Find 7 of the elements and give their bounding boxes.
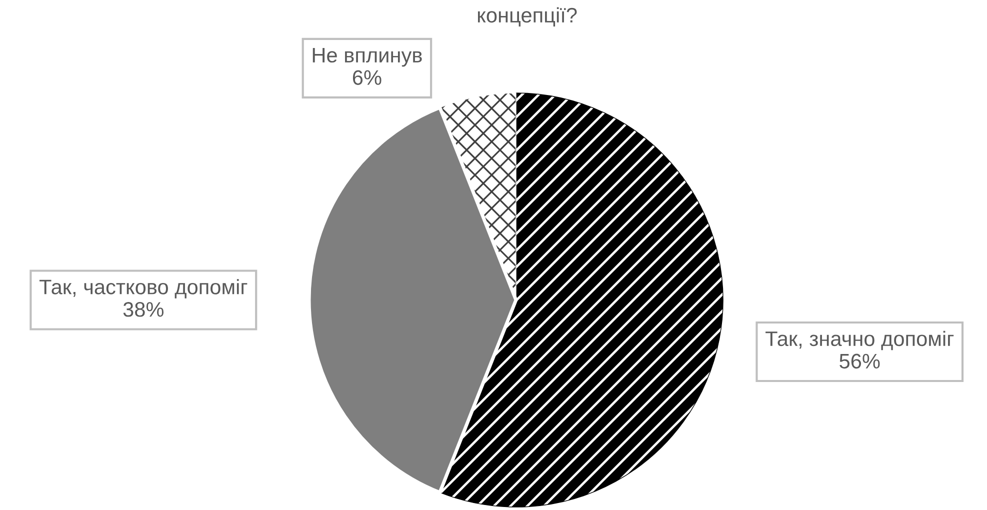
data-label: 6% xyxy=(352,70,382,85)
chart-title: концепції? xyxy=(478,7,577,27)
data-label: 38% xyxy=(123,302,164,317)
slice-label: Не вплинув xyxy=(312,48,422,67)
slice-label: Так, значно допоміг xyxy=(766,330,954,350)
data-label: 56% xyxy=(840,354,880,369)
slice-label: Так, частково допоміг xyxy=(39,279,248,298)
